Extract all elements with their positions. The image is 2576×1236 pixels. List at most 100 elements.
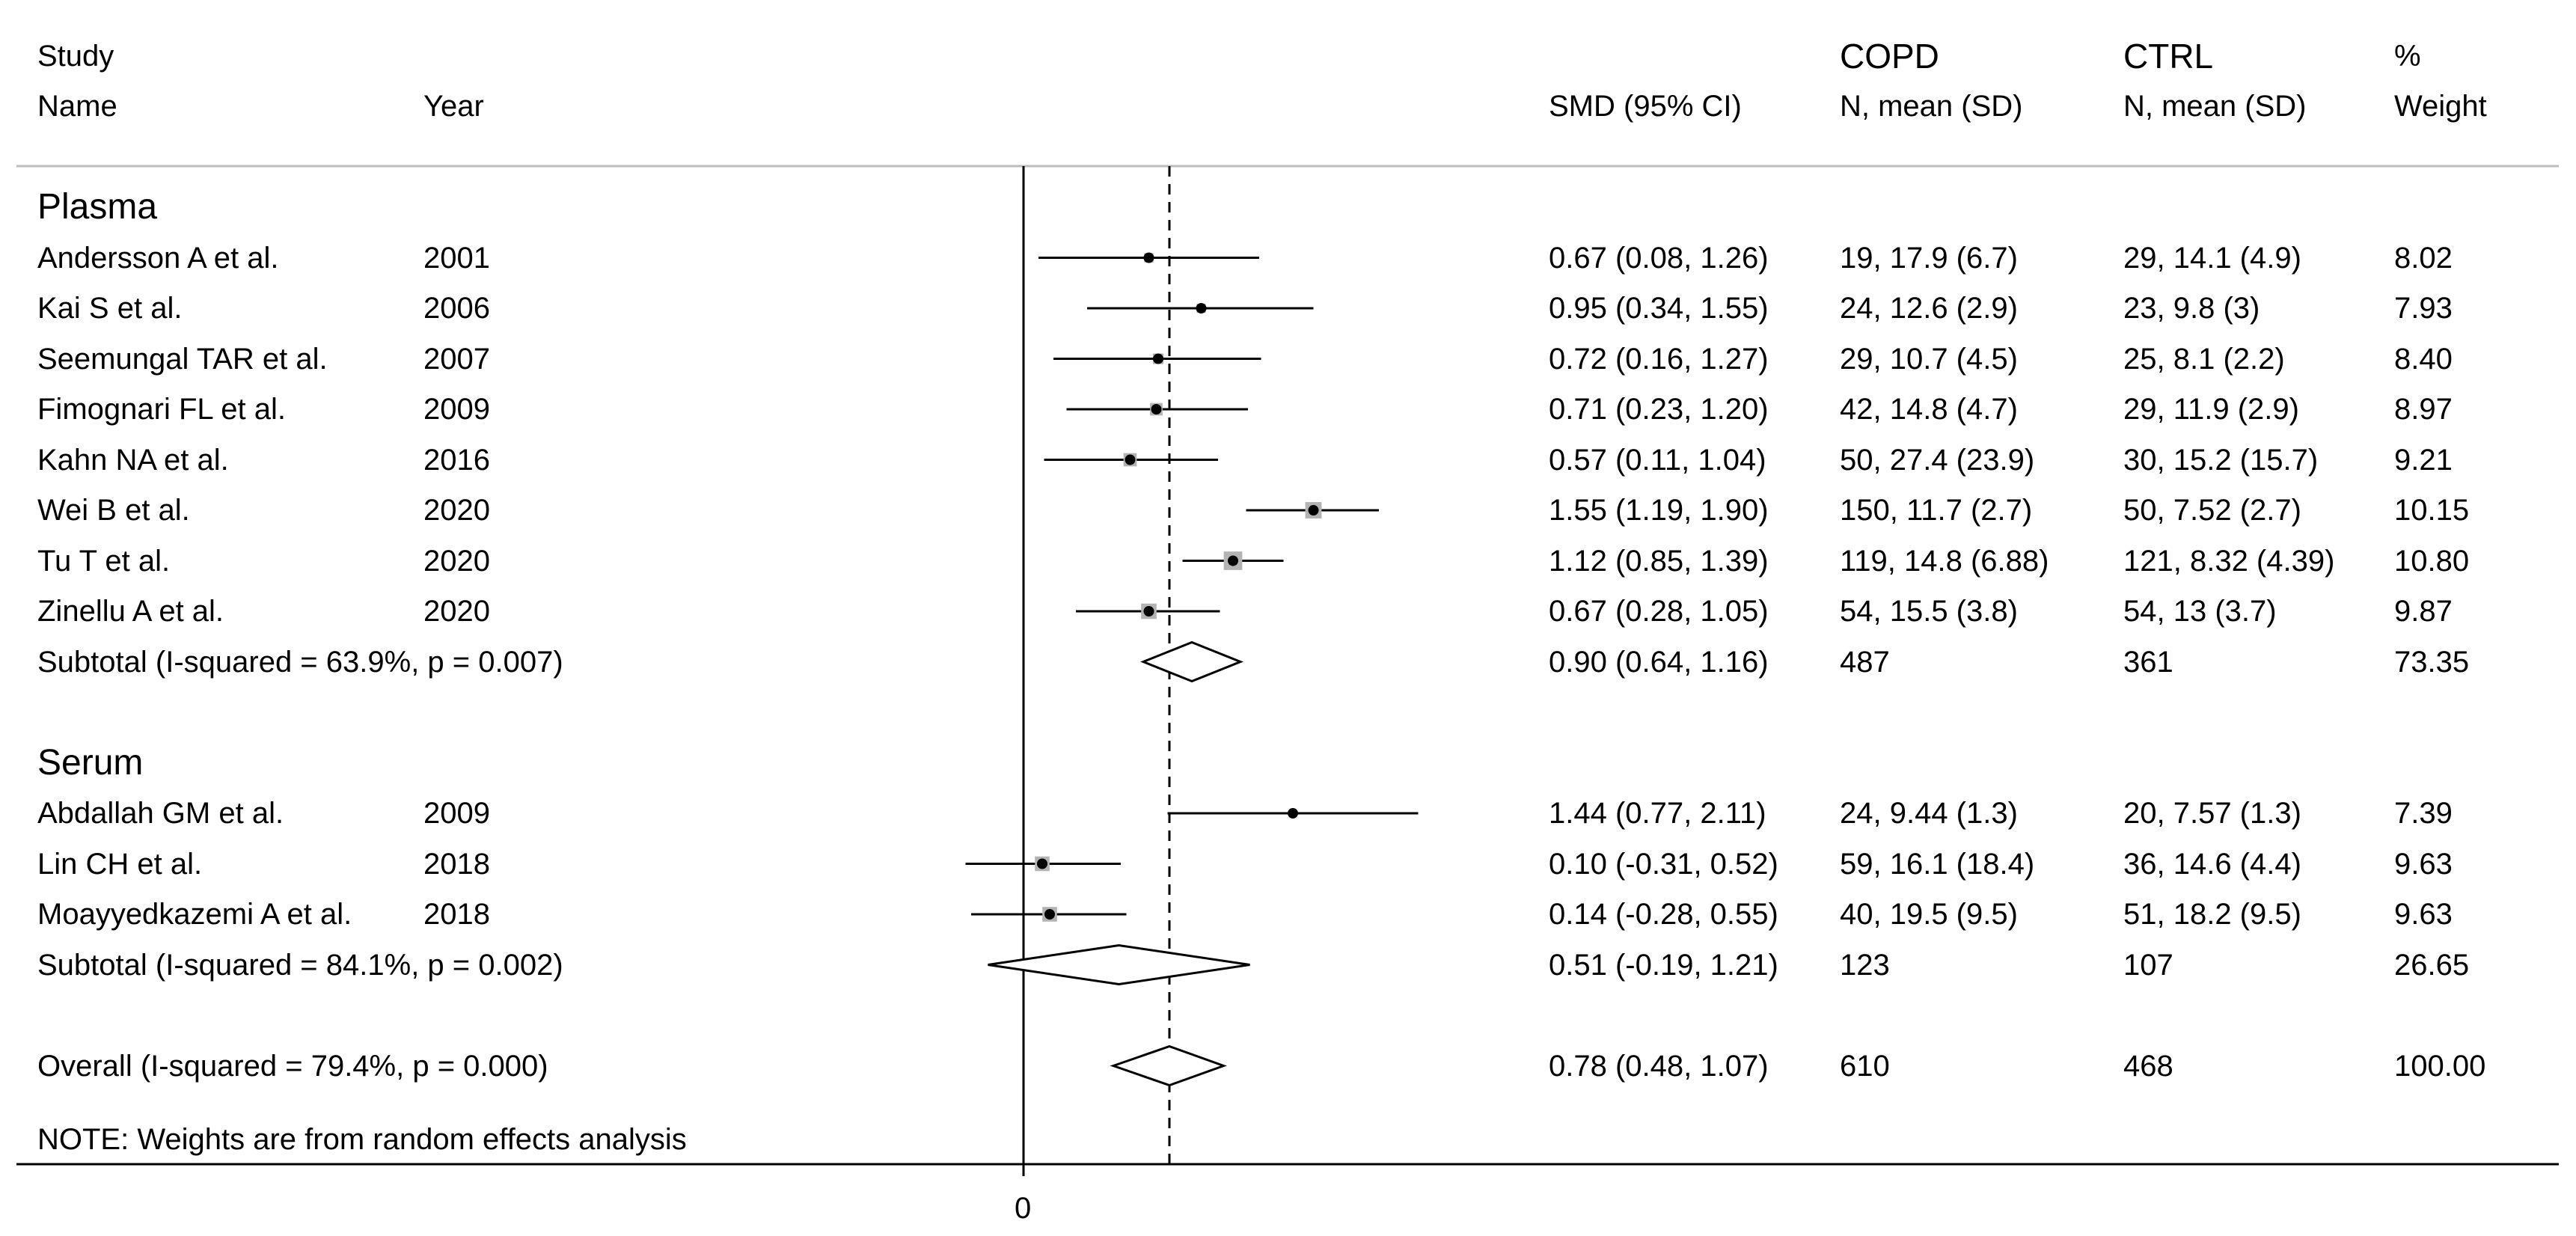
study-name: Fimognari FL et al. <box>37 393 286 426</box>
study-name: Lin CH et al. <box>37 847 203 881</box>
study-ci-text: 1.12 (0.85, 1.39) <box>1549 544 1769 578</box>
year-header: Year <box>423 90 484 123</box>
study-copd: 119, 14.8 (6.88) <box>1840 544 2049 578</box>
study-weight: 7.39 <box>2394 797 2453 830</box>
study-name: Tu T et al. <box>37 544 171 578</box>
study-ctrl: 36, 14.6 (4.4) <box>2123 847 2301 881</box>
study-name: Andersson A et al. <box>37 241 279 275</box>
study-ctrl: 20, 7.57 (1.3) <box>2123 797 2301 830</box>
study-weight: 9.63 <box>2394 847 2453 881</box>
overall-label: Overall (I-squared = 79.4%, p = 0.000) <box>37 1049 548 1083</box>
copd-header-line2: N, mean (SD) <box>1840 90 2023 123</box>
weight-header-line2: Weight <box>2394 90 2487 123</box>
weight-header-line1: % <box>2394 40 2421 73</box>
study-copd: 24, 12.6 (2.9) <box>1840 292 2018 325</box>
study-name: Wei B et al. <box>37 494 190 527</box>
study-weight: 9.63 <box>2394 898 2453 931</box>
study-name: Abdallah GM et al. <box>37 797 284 830</box>
study-ci-text: 0.67 (0.08, 1.26) <box>1549 241 1769 275</box>
study-ctrl: 51, 18.2 (9.5) <box>2123 898 2301 931</box>
study-weight: 10.80 <box>2394 544 2470 578</box>
study-copd: 19, 17.9 (6.7) <box>1840 241 2018 275</box>
subtotal-copd: 487 <box>1840 645 1890 679</box>
study-copd: 40, 19.5 (9.5) <box>1840 898 2018 931</box>
study-copd: 59, 16.1 (18.4) <box>1840 847 2035 881</box>
study-year: 2018 <box>423 847 490 881</box>
copd-header-line1: COPD <box>1840 37 1939 76</box>
study-year: 2001 <box>423 241 490 275</box>
study-copd: 29, 10.7 (4.5) <box>1840 342 2018 376</box>
study-weight: 9.87 <box>2394 595 2453 628</box>
study-copd: 50, 27.4 (23.9) <box>1840 443 2035 477</box>
study-ctrl: 50, 7.52 (2.7) <box>2123 494 2301 527</box>
subtotal-weight: 73.35 <box>2394 645 2470 679</box>
study-year: 2018 <box>423 898 490 931</box>
study-weight: 9.21 <box>2394 443 2453 477</box>
study-ctrl: 23, 9.8 (3) <box>2123 292 2260 325</box>
overall-ci-text: 0.78 (0.48, 1.07) <box>1549 1049 1769 1083</box>
study-year: 2007 <box>423 342 490 376</box>
study-weight: 8.40 <box>2394 342 2453 376</box>
study-ci-text: 0.10 (-0.31, 0.52) <box>1549 847 1778 881</box>
point-estimate <box>1125 454 1136 465</box>
study-year: 2009 <box>423 797 490 830</box>
point-estimate <box>1151 404 1162 414</box>
subtotal-ci-text: 0.90 (0.64, 1.16) <box>1549 645 1769 679</box>
study-ctrl: 25, 8.1 (2.2) <box>2123 342 2285 376</box>
study-ctrl: 29, 11.9 (2.9) <box>2123 393 2299 426</box>
smd-header: SMD (95% CI) <box>1549 90 1742 123</box>
study-name: Seemungal TAR et al. <box>37 342 328 376</box>
study-ci-text: 0.72 (0.16, 1.27) <box>1549 342 1769 376</box>
study-year: 2016 <box>423 443 490 477</box>
study-ci-text: 0.67 (0.28, 1.05) <box>1549 595 1769 628</box>
study-ci-text: 0.14 (-0.28, 0.55) <box>1549 898 1778 931</box>
subtotal-diamond <box>1139 640 1244 683</box>
study-weight: 10.15 <box>2394 494 2470 527</box>
study-name: Moayyedkazemi A et al. <box>37 898 352 931</box>
study-year: 2006 <box>423 292 490 325</box>
study-ctrl: 121, 8.32 (4.39) <box>2123 544 2335 578</box>
study-weight: 7.93 <box>2394 292 2453 325</box>
study-year: 2020 <box>423 544 490 578</box>
point-estimate <box>1288 808 1298 819</box>
overall-ctrl: 468 <box>2123 1049 2173 1083</box>
study-name: Kahn NA et al. <box>37 443 229 477</box>
study-ci-text: 1.44 (0.77, 2.11) <box>1549 797 1766 830</box>
study-header-line2: Name <box>37 90 117 123</box>
study-ctrl: 54, 13 (3.7) <box>2123 595 2277 628</box>
subtotal-label: Subtotal (I-squared = 84.1%, p = 0.002) <box>37 948 563 982</box>
group-title-0: Plasma <box>37 187 158 227</box>
point-estimate <box>1037 858 1047 869</box>
overall-copd: 610 <box>1840 1049 1890 1083</box>
point-estimate <box>1153 353 1163 364</box>
study-weight: 8.97 <box>2394 393 2453 426</box>
subtotal-ctrl: 107 <box>2123 948 2173 982</box>
study-ctrl: 29, 14.1 (4.9) <box>2123 241 2301 275</box>
study-ci-text: 1.55 (1.19, 1.90) <box>1549 494 1769 527</box>
x-tick-label-0: 0 <box>1015 1192 1032 1225</box>
subtotal-ctrl: 361 <box>2123 645 2173 679</box>
study-copd: 150, 11.7 (2.7) <box>1840 494 2033 527</box>
subtotal-weight: 26.65 <box>2394 948 2470 982</box>
subtotal-label: Subtotal (I-squared = 63.9%, p = 0.007) <box>37 645 563 679</box>
ctrl-header-line1: CTRL <box>2123 37 2214 76</box>
study-year: 2009 <box>423 393 490 426</box>
study-year: 2020 <box>423 494 490 527</box>
study-name: Zinellu A et al. <box>37 595 224 628</box>
subtotal-copd: 123 <box>1840 948 1890 982</box>
study-copd: 42, 14.8 (4.7) <box>1840 393 2018 426</box>
study-copd: 24, 9.44 (1.3) <box>1840 797 2018 830</box>
study-header-line1: Study <box>37 40 114 73</box>
study-ci-text: 0.71 (0.23, 1.20) <box>1549 393 1769 426</box>
subtotal-ci-text: 0.51 (-0.19, 1.21) <box>1549 948 1778 982</box>
overall-diamond <box>1110 1044 1227 1087</box>
weights-note: NOTE: Weights are from random effects an… <box>37 1123 687 1156</box>
study-year: 2020 <box>423 595 490 628</box>
study-copd: 54, 15.5 (3.8) <box>1840 595 2018 628</box>
point-estimate <box>1143 606 1154 617</box>
study-name: Kai S et al. <box>37 292 183 325</box>
ctrl-header-line2: N, mean (SD) <box>2123 90 2307 123</box>
study-ci-text: 0.57 (0.11, 1.04) <box>1549 443 1766 477</box>
subtotal-diamond <box>988 943 1250 986</box>
point-estimate <box>1143 252 1154 263</box>
